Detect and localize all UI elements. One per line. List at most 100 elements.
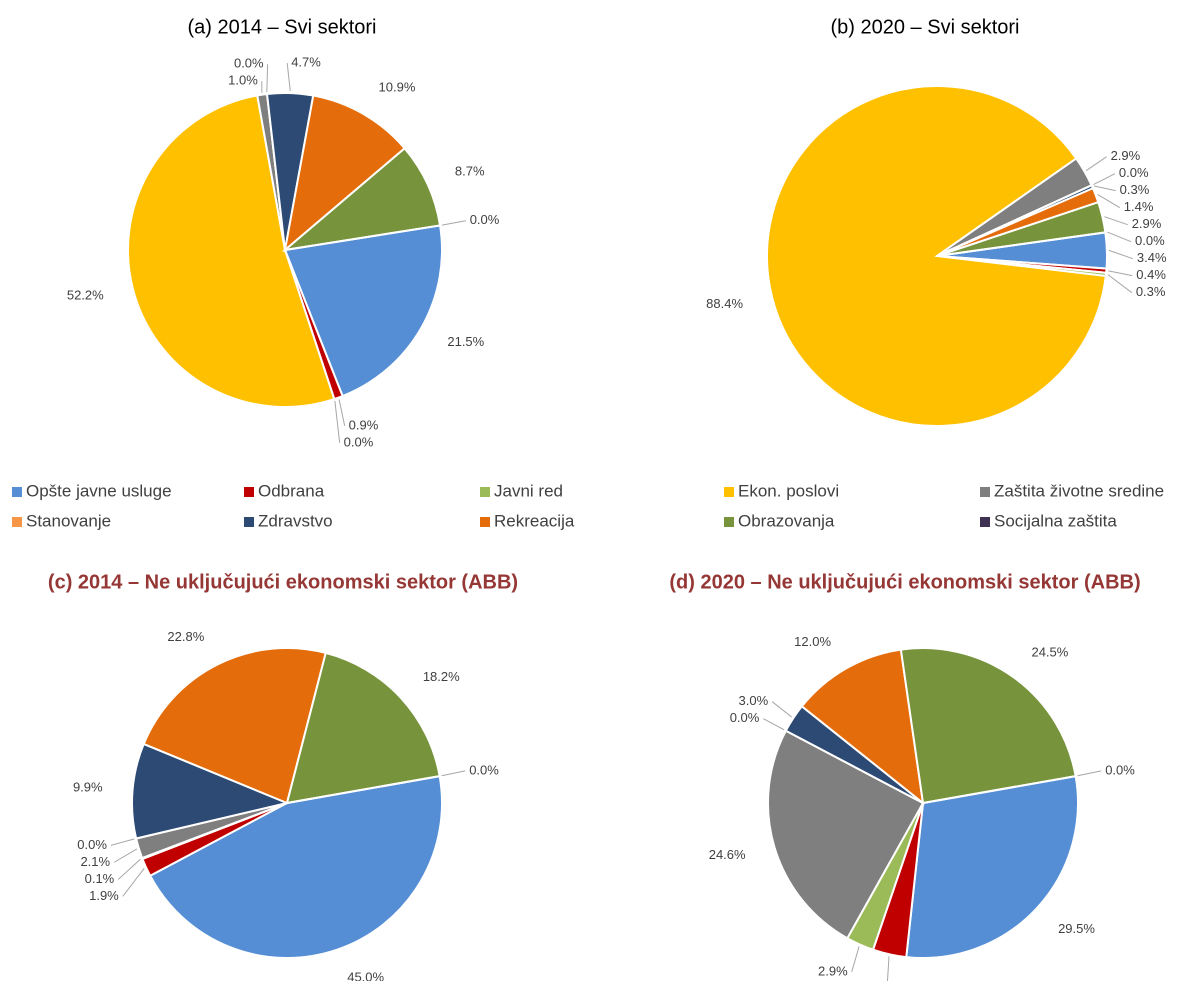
value-label: 10.9% <box>379 80 416 95</box>
value-label: 1.9% <box>89 888 119 903</box>
leader-line <box>1077 770 1102 777</box>
legend-text: Ekon. poslovi <box>738 481 839 500</box>
leader-line <box>771 701 792 718</box>
pie-slice <box>127 94 336 408</box>
value-label: 88.4% <box>706 296 743 311</box>
legend-swatch <box>480 517 490 527</box>
legend-swatch <box>724 517 734 527</box>
pie-slice <box>142 647 327 805</box>
leader-line <box>1097 194 1121 209</box>
value-label: 2.9% <box>1111 148 1141 163</box>
value-label: 2.1% <box>80 854 110 869</box>
value-label: 0.9% <box>349 417 379 432</box>
value-label: 1.4% <box>1124 199 1154 214</box>
legend-text: Socijalna zaštita <box>994 511 1117 530</box>
value-label: 0.0% <box>344 434 374 449</box>
leader-line <box>1093 185 1116 192</box>
pie-slice <box>936 200 1107 257</box>
legend-swatch <box>980 517 990 527</box>
pie-slice <box>899 647 1077 805</box>
pie-slice <box>766 84 1107 427</box>
value-label: 0.4% <box>1136 267 1166 282</box>
leader-line <box>1107 231 1132 243</box>
value-label: 0.0% <box>77 837 107 852</box>
legend-swatch <box>724 487 734 497</box>
leader-line <box>113 848 138 863</box>
pie-slice <box>281 146 442 252</box>
pie-slice <box>800 648 925 806</box>
legend-swatch <box>12 517 22 527</box>
value-label: 4.7% <box>291 55 321 70</box>
leader-line <box>1108 270 1133 277</box>
pie-slice <box>284 224 441 251</box>
pie-slice <box>148 774 443 959</box>
chart-title: (a) 2014 – Svi sektori <box>188 16 377 38</box>
value-label: 0.0% <box>470 212 500 227</box>
value-label: 24.6% <box>709 847 746 862</box>
legend-text: Opšte javne usluge <box>26 481 172 500</box>
value-label: 0.0% <box>730 710 760 725</box>
leader-line <box>338 399 346 426</box>
leader-line <box>286 63 291 92</box>
pie-slice <box>905 774 1079 959</box>
value-label: 2.9% <box>1132 216 1162 231</box>
legend-swatch <box>244 487 254 497</box>
leader-line <box>110 838 135 846</box>
legend-swatch <box>480 487 490 497</box>
legend-text: Odbrana <box>258 481 325 500</box>
leader-line <box>1086 156 1107 171</box>
leader-line <box>1104 216 1128 226</box>
legend-swatch <box>980 487 990 497</box>
legend-text: Zaštita životne sredine <box>994 481 1164 500</box>
legend-swatch <box>244 517 254 527</box>
leader-line <box>441 770 466 777</box>
value-label: 29.5% <box>1058 921 1095 936</box>
value-label: 0.0% <box>1105 762 1135 777</box>
value-label: 0.0% <box>234 56 264 71</box>
value-label: 24.5% <box>1031 645 1068 660</box>
value-label: 0.3% <box>1120 182 1150 197</box>
value-label: 2.9% <box>818 963 848 978</box>
leader-line <box>117 858 141 880</box>
chart-title: (b) 2020 – Svi sektori <box>831 16 1020 38</box>
leader-line <box>1108 249 1134 260</box>
leader-line <box>763 718 785 731</box>
legend-text: Obrazovanja <box>738 511 835 530</box>
value-label: 0.0% <box>1119 165 1149 180</box>
pie-slice <box>131 742 291 840</box>
leader-line <box>1107 274 1133 294</box>
pie-slice <box>286 775 440 804</box>
leader-line <box>441 220 466 226</box>
pie-slice <box>283 94 407 253</box>
pie-slice <box>283 224 443 398</box>
chart-title: (d) 2020 – Ne uključujući ekonomski sekt… <box>669 571 1140 593</box>
value-label: 18.2% <box>423 669 460 684</box>
value-label: 21.5% <box>447 334 484 349</box>
chart-title: (c) 2014 – Ne uključujući ekonomski sekt… <box>48 571 518 593</box>
value-label: 45.0% <box>347 969 384 981</box>
value-label: 12.0% <box>794 634 831 649</box>
leader-line <box>886 956 890 981</box>
leader-line <box>851 946 860 973</box>
value-label: 9.9% <box>73 780 103 795</box>
pie-slice <box>285 651 441 805</box>
value-label: 3.0% <box>739 693 769 708</box>
value-label: 0.3% <box>1136 284 1166 299</box>
value-label: 3.4% <box>1137 250 1167 265</box>
value-label: 0.0% <box>1135 233 1165 248</box>
value-label: 22.8% <box>167 629 204 644</box>
legend-text: Rekreacija <box>494 511 575 530</box>
value-label: 0.1% <box>85 871 115 886</box>
legend-swatch <box>12 487 22 497</box>
legend-text: Stanovanje <box>26 511 111 530</box>
leader-line <box>266 64 269 93</box>
value-label: 8.7% <box>455 163 485 178</box>
legend-text: Javni red <box>494 481 563 500</box>
value-label: 52.2% <box>67 287 104 302</box>
leader-line <box>122 868 145 897</box>
leader-line <box>334 400 341 443</box>
value-label: 0.0% <box>469 762 499 777</box>
leader-line <box>1093 173 1116 185</box>
legend-text: Zdravstvo <box>258 511 333 530</box>
